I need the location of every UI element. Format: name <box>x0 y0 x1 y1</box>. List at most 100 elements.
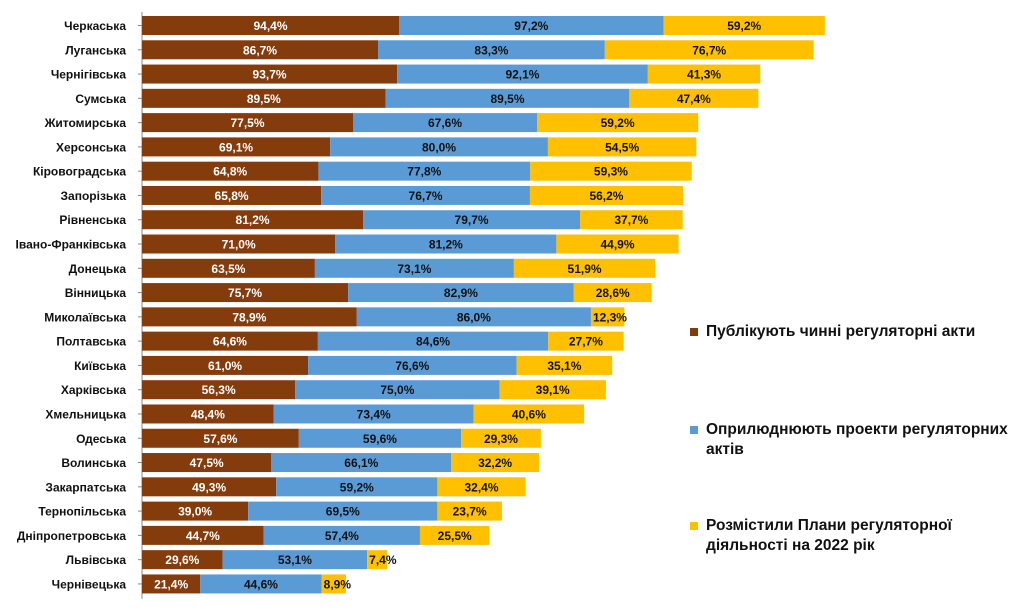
data-label-series-2: 79,7% <box>455 213 489 227</box>
data-label-series-3: 8,9% <box>324 577 352 591</box>
bar-segment-series-1 <box>142 501 249 521</box>
data-label-series-1: 94,4% <box>253 19 287 33</box>
bar-segment-series-2 <box>308 355 517 375</box>
data-label-series-1: 77,5% <box>230 116 264 130</box>
data-label-series-3: 47,4% <box>677 92 711 106</box>
bar-segment-series-1 <box>142 428 299 448</box>
category-label: Дніпропетровська <box>17 529 126 543</box>
data-label-series-3: 37,7% <box>614 213 648 227</box>
legend-item-series-3: Розмістили Плани регуляторної діяльності… <box>690 516 1020 556</box>
data-label-series-2: 73,1% <box>397 262 431 276</box>
bar-segment-series-1 <box>142 307 357 327</box>
data-label-series-1: 75,7% <box>228 286 262 300</box>
bar-segment-series-2 <box>271 453 452 473</box>
bar-segment-series-3 <box>461 428 541 448</box>
data-label-series-2: 84,6% <box>416 335 450 349</box>
data-label-series-3: 29,3% <box>484 432 518 446</box>
data-label-series-2: 77,8% <box>407 165 441 179</box>
data-label-series-2: 67,6% <box>428 116 462 130</box>
bar-segment-series-3 <box>573 283 652 303</box>
category-label: Львівська <box>66 553 127 567</box>
data-label-series-2: 44,6% <box>244 577 278 591</box>
bar-segment-series-3 <box>473 404 585 424</box>
bar-segment-series-2 <box>356 307 591 327</box>
bar-segment-series-2 <box>200 574 322 594</box>
bar-segment-series-1 <box>142 64 398 84</box>
bar-segment-series-1 <box>142 453 272 473</box>
category-label: Харківська <box>61 383 126 397</box>
bar-segment-series-1 <box>142 137 331 157</box>
data-label-series-3: 41,3% <box>687 68 721 82</box>
data-label-series-3: 28,6% <box>596 286 630 300</box>
bar-segment-series-3 <box>580 210 683 230</box>
data-label-series-2: 81,2% <box>429 238 463 252</box>
data-label-series-1: 86,7% <box>243 43 277 57</box>
bar-segment-series-3 <box>451 453 539 473</box>
bar-segment-series-1 <box>142 331 318 351</box>
bar-segment-series-1 <box>142 88 386 108</box>
data-label-series-2: 66,1% <box>344 456 378 470</box>
category-label: Київська <box>74 359 126 373</box>
bar-segment-series-3 <box>437 477 526 497</box>
data-label-series-1: 64,8% <box>213 165 247 179</box>
data-label-series-3: 59,3% <box>594 165 628 179</box>
bar-segment-series-2 <box>273 404 474 424</box>
data-label-series-2: 80,0% <box>422 140 456 154</box>
bar-segment-series-3 <box>367 550 388 570</box>
category-label: Полтавська <box>56 335 126 349</box>
bar-segment-series-1 <box>142 113 353 133</box>
bar-segment-series-2 <box>378 40 605 60</box>
bar-segment-series-1 <box>142 550 223 570</box>
bar-segment-series-3 <box>437 501 502 521</box>
bar-segment-series-2 <box>321 185 530 205</box>
bar-segment-series-1 <box>142 234 336 254</box>
bar-segment-series-3 <box>321 574 346 594</box>
data-label-series-1: 48,4% <box>191 407 225 421</box>
data-label-series-3: 25,5% <box>438 529 472 543</box>
bar-segment-series-3 <box>499 380 606 400</box>
bar-segment-series-2 <box>352 113 538 133</box>
data-label-series-1: 78,9% <box>232 310 266 324</box>
bar-segment-series-2 <box>399 16 664 35</box>
bar-segment-series-2 <box>276 477 438 497</box>
data-label-series-2: 92,1% <box>505 68 539 82</box>
category-label: Тернопільська <box>38 505 126 519</box>
legend-swatch-series-1 <box>690 328 698 336</box>
data-label-series-2: 83,3% <box>474 43 508 57</box>
category-label: Івано-Франківська <box>16 238 127 252</box>
legend-swatch-series-3 <box>690 522 698 530</box>
data-label-series-1: 81,2% <box>236 213 270 227</box>
category-label: Одеська <box>76 432 126 446</box>
bar-segment-series-1 <box>142 283 349 303</box>
data-label-series-2: 59,6% <box>363 432 397 446</box>
data-label-series-2: 82,9% <box>444 286 478 300</box>
data-label-series-3: 44,9% <box>600 238 634 252</box>
bar-segment-series-3 <box>647 64 761 84</box>
data-label-series-2: 76,7% <box>409 189 443 203</box>
bar-segment-series-3 <box>604 40 814 60</box>
bar-segment-series-2 <box>363 210 581 230</box>
category-label: Луганська <box>65 43 126 57</box>
bar-segment-series-3 <box>516 355 613 375</box>
bar-segment-series-2 <box>348 283 574 303</box>
bar-segment-series-2 <box>263 525 420 545</box>
bar-segment-series-3 <box>513 258 656 278</box>
bar-segment-series-3 <box>530 161 692 181</box>
bar-segment-series-2 <box>318 161 531 181</box>
data-label-series-3: 27,7% <box>569 335 603 349</box>
data-label-series-2: 76,6% <box>395 359 429 373</box>
data-label-series-1: 39,0% <box>178 505 212 519</box>
bar-segment-series-3 <box>529 185 683 205</box>
data-label-series-2: 73,4% <box>357 407 391 421</box>
category-label: Запорізька <box>61 189 127 203</box>
bar-segment-series-3 <box>629 88 759 108</box>
data-label-series-2: 89,5% <box>490 92 524 106</box>
category-label: Миколаївська <box>44 310 126 324</box>
data-label-series-1: 93,7% <box>253 68 287 82</box>
data-label-series-2: 97,2% <box>514 19 548 33</box>
bar-segment-series-2 <box>397 64 648 84</box>
category-label: Закарпатська <box>45 480 126 494</box>
bar-segment-series-1 <box>142 574 201 594</box>
category-label: Рівненська <box>59 213 126 227</box>
